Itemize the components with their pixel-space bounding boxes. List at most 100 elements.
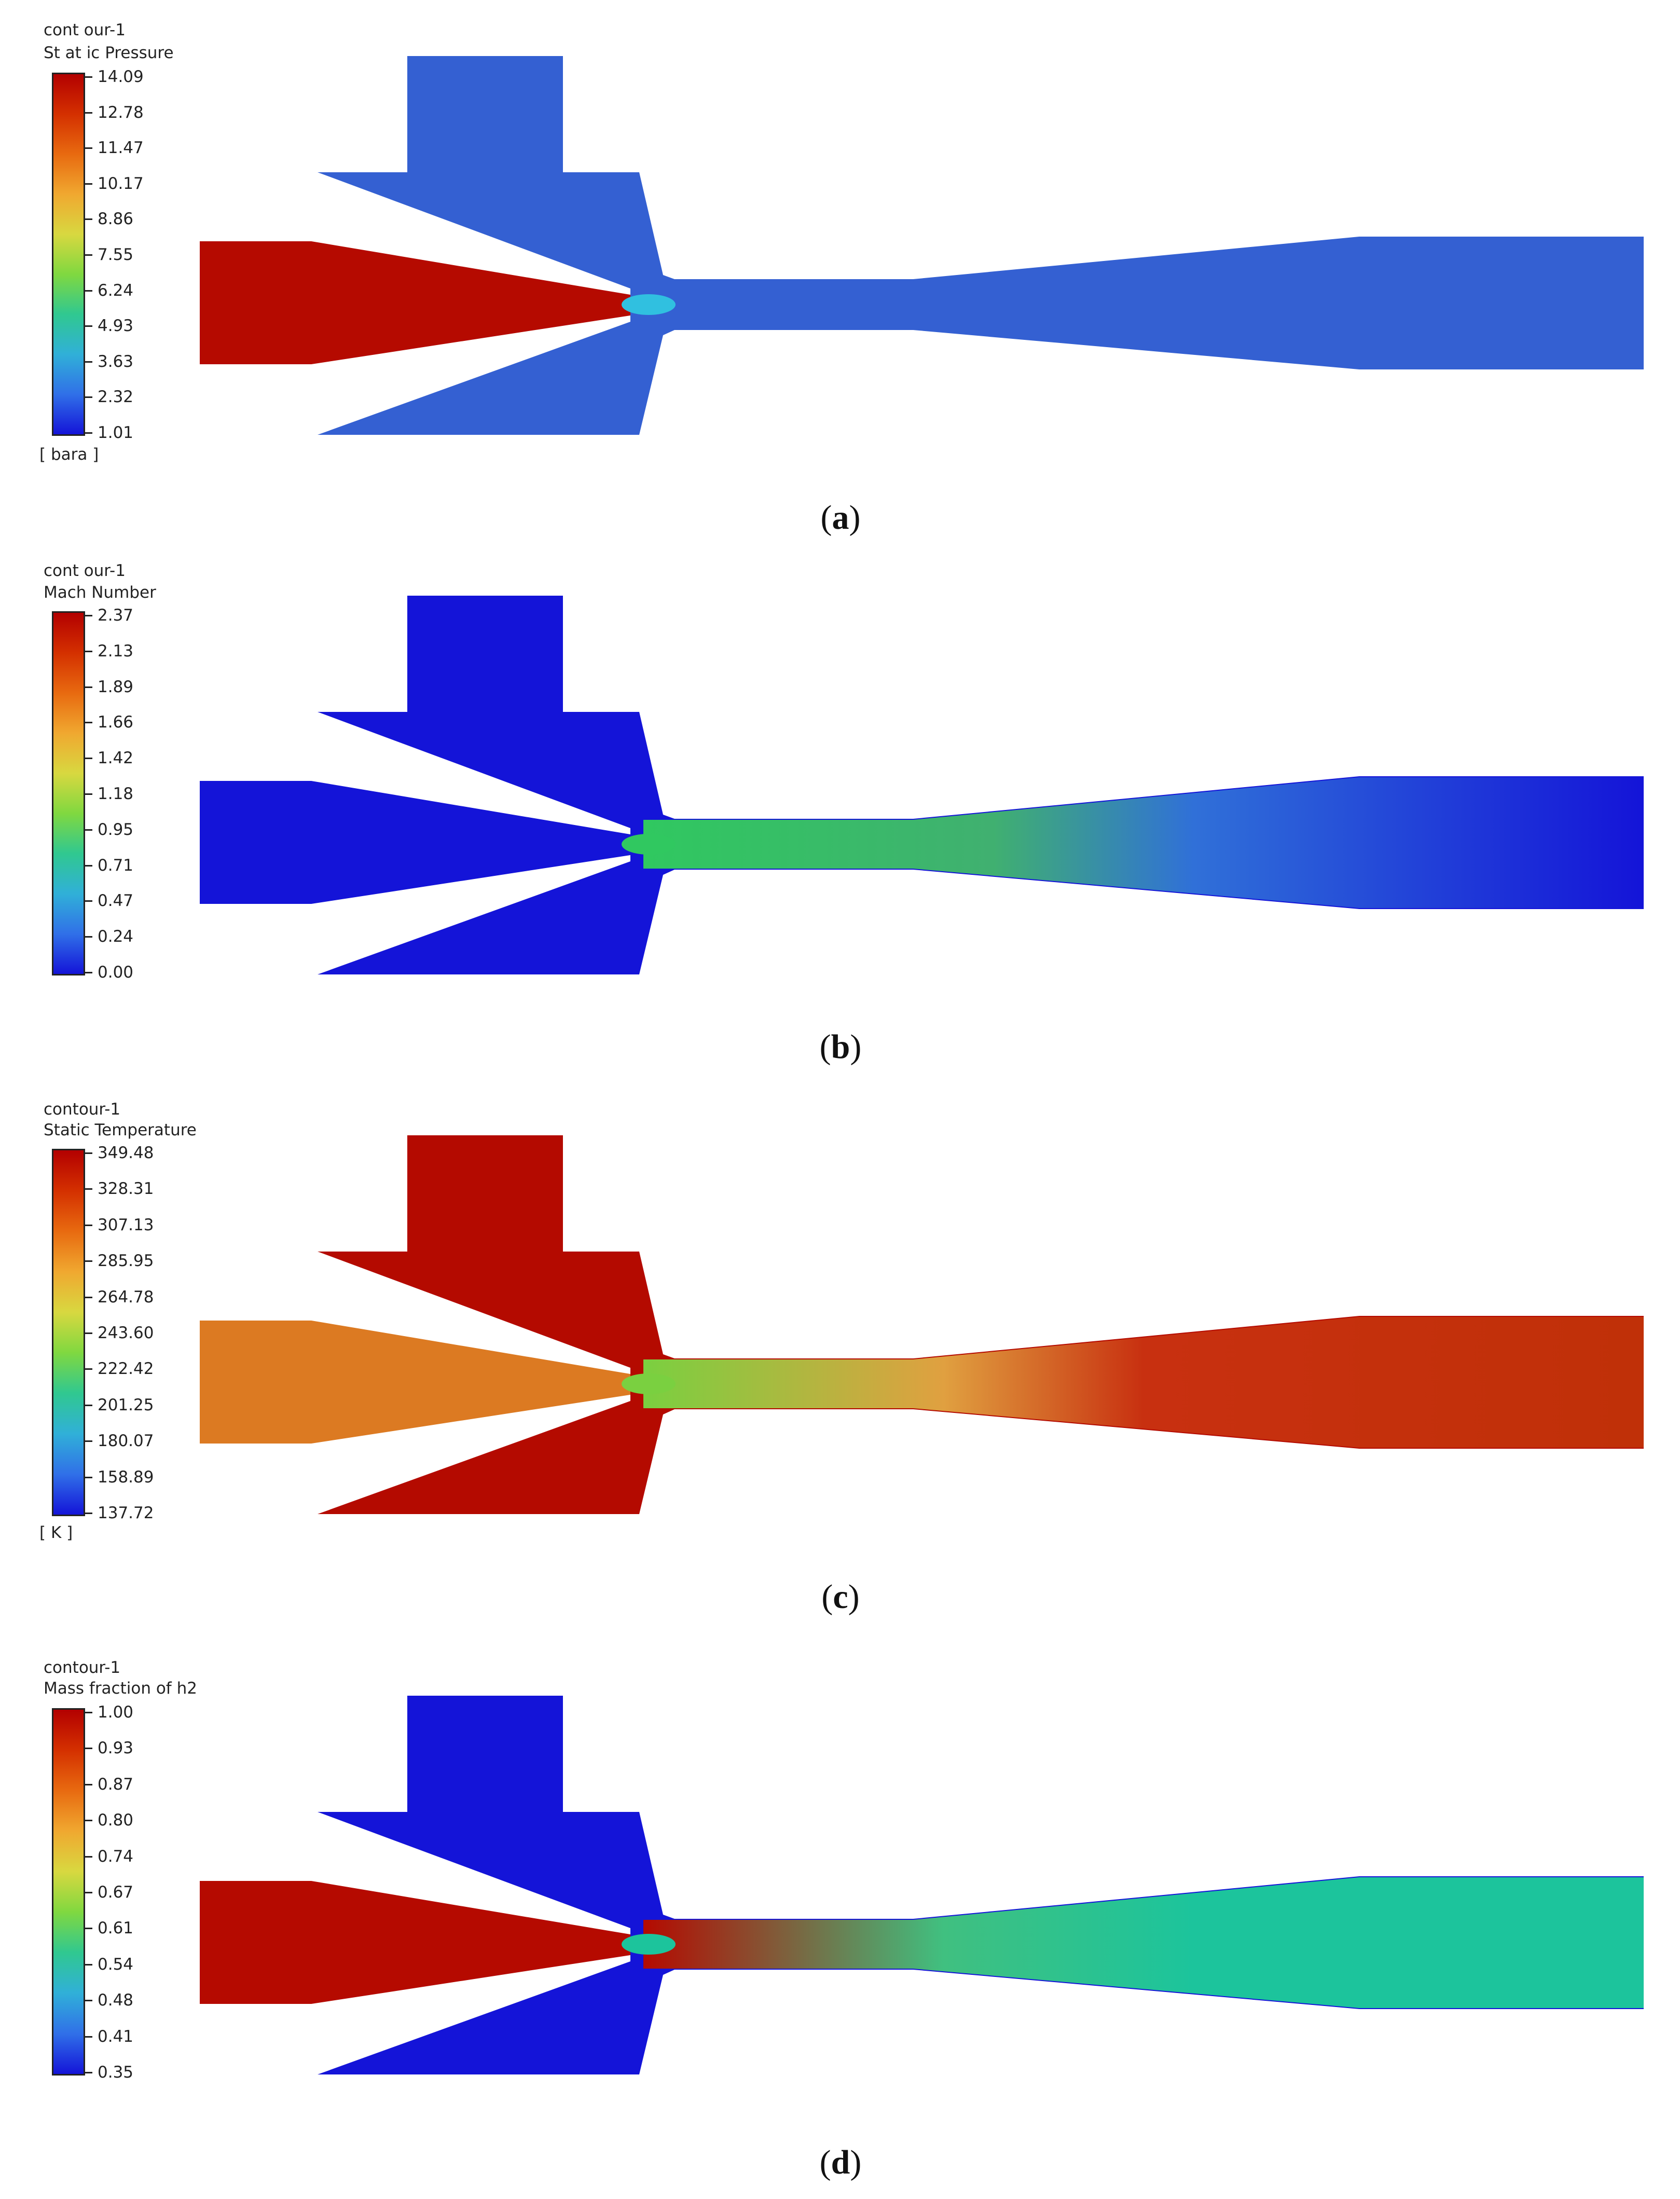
caption-letter: a xyxy=(832,499,849,537)
colorbar-tick-label: 0.35 xyxy=(98,2063,134,2082)
colorbar-tick-mark xyxy=(85,1748,92,1750)
colorbar-tick-mark xyxy=(85,650,92,652)
caption: (a) xyxy=(789,498,892,538)
caption-open: ( xyxy=(821,1578,833,1616)
colorbar-tick-mark xyxy=(85,829,92,831)
panel-b: cont our-1 Mach Number (b) 2.37 2.13 1.89 1… xyxy=(0,540,1680,1074)
colorbar-tick-label: 0.41 xyxy=(98,2027,134,2046)
colorbar-tick-label: 0.93 xyxy=(98,1739,134,1758)
caption-open: ( xyxy=(819,1028,831,1066)
legend-title-line1: contour-1 xyxy=(44,1100,121,1119)
colorbar-tick-label: 222.42 xyxy=(98,1359,154,1379)
colorbar-tick-mark xyxy=(85,1963,92,1966)
colorbar-tick-label: 158.89 xyxy=(98,1467,154,1487)
caption-open: ( xyxy=(819,2143,831,2181)
mixing-diffuser-region xyxy=(643,777,1644,908)
mixing-diffuser-region xyxy=(643,1317,1644,1448)
caption: (d) xyxy=(789,2143,892,2182)
primary-nozzle-region xyxy=(200,1321,630,1444)
colorbar-tick-mark xyxy=(85,183,92,185)
colorbar-tick-label: 0.74 xyxy=(98,1847,134,1866)
colorbar-tick-label: 243.60 xyxy=(98,1324,154,1342)
legend-title-line2: St at ic Pressure xyxy=(44,44,174,62)
colorbar-tick-label: 10.17 xyxy=(98,174,144,193)
colorbar-tick-label: 2.37 xyxy=(98,606,134,625)
colorbar-tick-mark xyxy=(85,432,92,434)
colorbar-tick-label: 8.86 xyxy=(98,210,134,229)
colorbar-tick-mark xyxy=(85,290,92,292)
colorbar-tick-mark xyxy=(85,2072,92,2073)
colorbar-tick-mark xyxy=(85,793,92,795)
caption-close: ) xyxy=(850,2143,862,2181)
colorbar-tick-label: 4.93 xyxy=(98,317,134,336)
colorbar-tick-mark xyxy=(85,1476,92,1478)
colorbar-tick-mark xyxy=(85,936,92,938)
colorbar-tick-mark xyxy=(85,218,92,221)
caption-letter: b xyxy=(831,1028,850,1066)
colorbar-tick-mark xyxy=(85,1440,92,1442)
legend-title-line1: contour-1 xyxy=(44,1658,121,1677)
colorbar-tick-mark xyxy=(85,1712,92,1713)
colorbar-tick-label: 0.71 xyxy=(98,856,134,875)
colorbar-tick-mark xyxy=(85,1188,92,1190)
caption-open: ( xyxy=(820,499,832,537)
nozzle-contour-field xyxy=(200,1135,1644,1514)
caption: (b) xyxy=(789,1027,892,1067)
caption-close: ) xyxy=(848,1578,860,1616)
caption-letter: c xyxy=(833,1578,848,1616)
colorbar-tick-label: 0.87 xyxy=(98,1775,134,1794)
colorbar xyxy=(52,1149,85,1516)
colorbar-tick-label: 7.55 xyxy=(98,245,134,264)
nozzle-contour-field xyxy=(200,56,1644,435)
nozzle-contour-field xyxy=(200,1696,1644,2074)
colorbar-tick-mark xyxy=(85,361,92,363)
caption-close: ) xyxy=(849,499,861,537)
colorbar xyxy=(52,1708,85,2076)
colorbar-tick-mark xyxy=(85,396,92,398)
colorbar-tick-mark xyxy=(85,1224,92,1226)
colorbar xyxy=(52,73,85,436)
colorbar-tick-mark xyxy=(85,2000,92,2002)
colorbar-tick-mark xyxy=(85,254,92,256)
colorbar-tick-mark xyxy=(85,1332,92,1334)
colorbar-tick-label: 3.63 xyxy=(98,352,134,371)
colorbar-tick-label: 0.48 xyxy=(98,1991,134,2010)
colorbar-tick-mark xyxy=(85,1892,92,1893)
colorbar-tick-label: 0.95 xyxy=(98,820,134,839)
colorbar xyxy=(52,611,85,975)
jet-core xyxy=(622,294,676,315)
panel-a: cont our-1 St at ic Pressure [ bara ] (a… xyxy=(0,0,1680,537)
jet-core xyxy=(622,1934,676,1955)
colorbar-tick-label: 11.47 xyxy=(98,139,144,158)
colorbar-tick-label: 307.13 xyxy=(98,1215,154,1234)
colorbar-tick-label: 0.47 xyxy=(98,891,134,911)
colorbar-tick-mark xyxy=(85,864,92,867)
colorbar-tick-mark xyxy=(85,147,92,149)
legend-title-line2: Static Temperature xyxy=(44,1121,197,1139)
caption: (c) xyxy=(789,1577,892,1617)
unit-label: [ bara ] xyxy=(39,445,99,464)
colorbar-tick-mark xyxy=(85,1513,92,1514)
caption-close: ) xyxy=(850,1028,862,1066)
primary-nozzle-region xyxy=(200,781,630,904)
colorbar-tick-label: 0.80 xyxy=(98,1811,134,1830)
mixing-diffuser-region xyxy=(643,1877,1644,2008)
colorbar-tick-mark xyxy=(85,1368,92,1370)
mixing-diffuser-region xyxy=(643,238,1644,368)
colorbar-tick-label: 2.32 xyxy=(98,388,134,407)
colorbar-tick-label: 1.18 xyxy=(98,785,134,803)
colorbar-tick-label: 1.00 xyxy=(98,1703,134,1722)
colorbar-tick-mark xyxy=(85,972,92,973)
jet-core xyxy=(622,834,676,855)
colorbar-tick-label: 349.48 xyxy=(98,1144,154,1162)
colorbar-tick-label: 180.07 xyxy=(98,1432,154,1451)
colorbar-tick-mark xyxy=(85,1928,92,1930)
legend-title-line1: cont our-1 xyxy=(44,561,126,580)
colorbar-tick-mark xyxy=(85,1820,92,1822)
panel-d: contour-1 Mass fraction of h2 (d) 1.00 0.… xyxy=(0,1619,1680,2181)
nozzle-contour-field xyxy=(200,596,1644,974)
colorbar-tick-mark xyxy=(85,686,92,688)
colorbar-tick-label: 0.24 xyxy=(98,927,134,946)
primary-nozzle-region xyxy=(200,241,630,364)
jet-core xyxy=(622,1373,676,1394)
